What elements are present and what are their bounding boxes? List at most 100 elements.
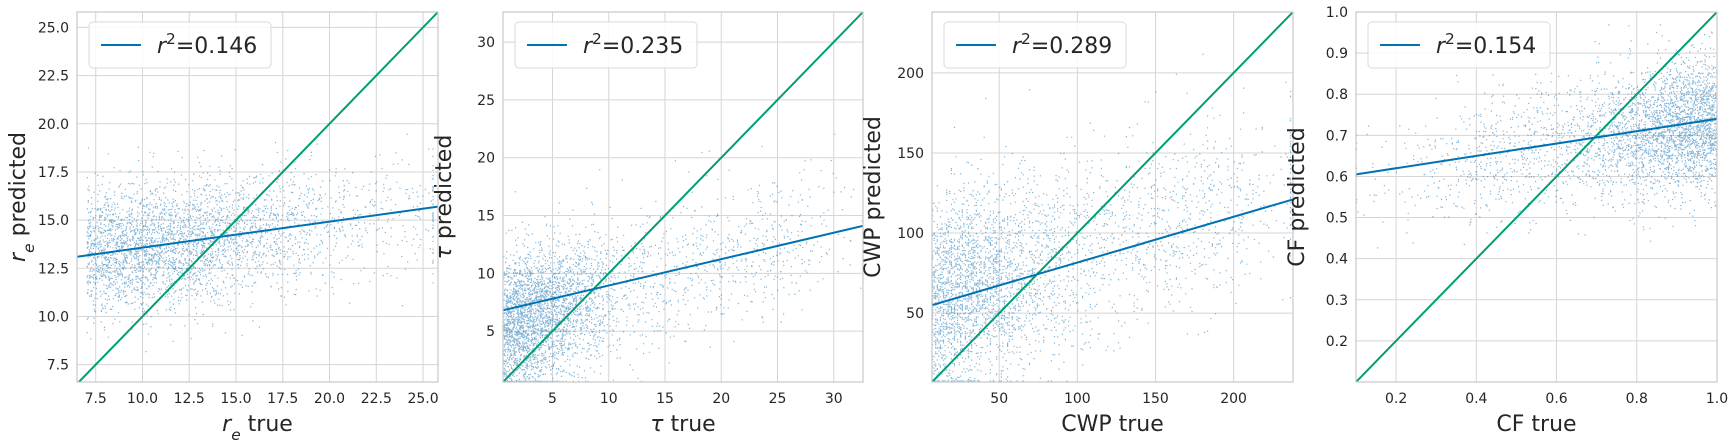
x-tick-label: 0.8 xyxy=(1626,391,1648,407)
label-part: r xyxy=(6,251,31,262)
x-tick-label: 7.5 xyxy=(85,391,107,407)
regression-line xyxy=(932,198,1293,307)
plot-frame xyxy=(502,11,864,383)
label-part: τ xyxy=(432,245,457,259)
label-part: true xyxy=(241,412,293,437)
identity-line xyxy=(932,12,1293,382)
y-tick-label: 22.5 xyxy=(38,69,69,85)
label-part: r xyxy=(157,34,168,59)
y-tick-label: 25.0 xyxy=(38,20,69,36)
x-tick-label: 1.0 xyxy=(1706,391,1728,407)
label-part: 2 xyxy=(592,30,602,48)
identity-line xyxy=(78,12,438,382)
x-tick-label: 0.4 xyxy=(1465,391,1487,407)
y-tick-label: 0.5 xyxy=(1326,211,1348,227)
y-axis-label: re predicted xyxy=(6,132,38,262)
x-tick-label: 30 xyxy=(825,391,843,407)
legend-label: r2=0.235 xyxy=(583,30,683,59)
y-tick-label: 0.7 xyxy=(1326,128,1348,144)
y-tick-label: 200 xyxy=(897,66,924,82)
x-tick-label: 100 xyxy=(1064,391,1091,407)
scatter-point xyxy=(932,53,1292,382)
x-tick-label: 0.2 xyxy=(1385,391,1407,407)
scatter-points xyxy=(86,133,434,353)
x-tick-label: 20.0 xyxy=(314,391,345,407)
label-part: r xyxy=(583,34,594,59)
legend-label: r2=0.154 xyxy=(1436,30,1536,59)
y-tick-label: 0.4 xyxy=(1326,252,1348,268)
regression-line xyxy=(1356,117,1717,176)
x-tick-label: 10.0 xyxy=(127,391,158,407)
y-tick-label: 10 xyxy=(477,266,495,282)
scatter-points xyxy=(932,53,1292,382)
y-tick-label: 10.0 xyxy=(38,309,69,325)
label-part: true xyxy=(664,412,716,437)
y-tick-label: 30 xyxy=(477,35,495,51)
label-part: 2 xyxy=(166,30,176,48)
legend-box xyxy=(514,21,698,69)
label-part: e xyxy=(20,243,38,252)
panel-3: 50 100 150 200 50 100 150 200 r2=0.289 CWP true CW… xyxy=(861,11,1294,437)
x-tick-label: 0.6 xyxy=(1545,391,1567,407)
x-tick-label: 20 xyxy=(712,391,730,407)
y-tick-label: 15.0 xyxy=(38,213,69,229)
label-part: 2 xyxy=(1445,30,1455,48)
y-tick-label: 150 xyxy=(897,146,924,162)
x-tick-label: 150 xyxy=(1142,391,1169,407)
y-tick-label: 5 xyxy=(486,324,495,340)
y-tick-label: 20 xyxy=(477,151,495,167)
y-tick-label: 0.2 xyxy=(1326,334,1348,350)
plot-frame xyxy=(1355,11,1718,383)
y-tick-label: 100 xyxy=(897,226,924,242)
x-axis-label: CF true xyxy=(1496,412,1576,437)
y-tick-label: 20.0 xyxy=(38,117,69,133)
y-axis-label: τ predicted xyxy=(432,135,457,260)
regression-line xyxy=(503,224,863,312)
x-tick-label: 12.5 xyxy=(174,391,205,407)
label-part: CWP predicted xyxy=(861,116,886,278)
legend-box xyxy=(88,21,272,69)
legend-label: r2=0.146 xyxy=(157,30,257,59)
legend-box xyxy=(943,21,1127,69)
x-tick-label: 17.5 xyxy=(267,391,298,407)
y-tick-label: 0.6 xyxy=(1326,169,1348,185)
y-tick-label: 0.8 xyxy=(1326,87,1348,103)
legend: r2=0.235 xyxy=(514,21,698,69)
label-part: e xyxy=(231,426,240,440)
label-part: r xyxy=(222,412,233,437)
regression-line xyxy=(77,205,438,258)
identity-line xyxy=(503,12,863,382)
y-tick-label: 50 xyxy=(906,306,924,322)
label-part: CF predicted xyxy=(1285,127,1310,266)
label-part: CWP true xyxy=(1061,412,1164,437)
x-tick-label: 5 xyxy=(548,391,557,407)
y-tick-label: 15 xyxy=(477,209,495,225)
legend-label: r2=0.289 xyxy=(1012,30,1112,59)
y-tick-label: 0.3 xyxy=(1326,293,1348,309)
label-part: τ xyxy=(650,412,664,437)
label-part: predicted xyxy=(6,132,31,243)
x-axis-label: τ true xyxy=(650,412,715,437)
x-tick-label: 50 xyxy=(990,391,1008,407)
x-axis-label: CWP true xyxy=(1061,412,1164,437)
x-tick-label: 15.0 xyxy=(220,391,251,407)
label-part: predicted xyxy=(432,135,457,246)
label-part: =0.146 xyxy=(176,34,257,59)
y-axis-label: CF predicted xyxy=(1285,127,1310,266)
label-part: 2 xyxy=(1021,30,1031,48)
legend-box xyxy=(1367,21,1551,69)
y-axis-label: CWP predicted xyxy=(861,116,886,278)
scatter-point xyxy=(86,133,434,353)
x-tick-label: 25 xyxy=(769,391,787,407)
x-tick-label: 22.5 xyxy=(361,391,392,407)
legend: r2=0.146 xyxy=(88,21,272,69)
plot-frame xyxy=(931,11,1294,383)
y-tick-label: 7.5 xyxy=(47,358,69,374)
label-part: =0.154 xyxy=(1455,34,1536,59)
plot-frame xyxy=(76,11,439,383)
identity-line xyxy=(1356,12,1717,382)
legend: r2=0.154 xyxy=(1367,21,1551,69)
legend: r2=0.289 xyxy=(943,21,1127,69)
